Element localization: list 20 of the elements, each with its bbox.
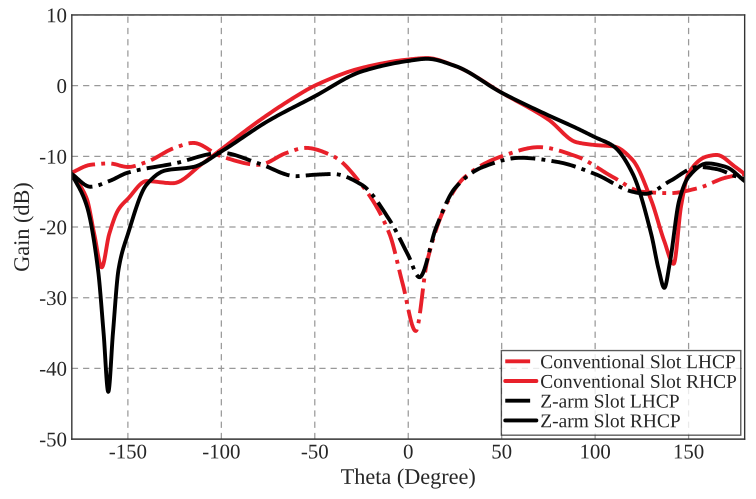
y-axis-title: Gain (dB) <box>13 183 34 271</box>
x-tick-label: 150 <box>674 444 704 459</box>
legend-label: Z-arm Slot LHCP <box>541 394 679 408</box>
y-tick-label: -10 <box>40 150 66 164</box>
x-tick-label: 50 <box>492 444 512 459</box>
y-tick-label: -30 <box>40 291 66 306</box>
legend-label: Conventional Slot RHCP <box>541 374 736 388</box>
x-tick-label: -50 <box>302 444 328 459</box>
x-tick-label: 100 <box>581 444 610 459</box>
y-tick-label: 10 <box>48 8 66 22</box>
y-tick-label: -50 <box>40 432 66 447</box>
x-tick-label: -100 <box>203 444 240 459</box>
y-tick-label: 0 <box>57 79 66 94</box>
legend-label: Conventional Slot LHCP <box>541 354 736 368</box>
y-tick-label: -40 <box>40 362 66 376</box>
y-tick-label: -20 <box>40 220 66 234</box>
x-tick-label: 0 <box>404 444 413 459</box>
x-tick-label: -150 <box>110 444 146 459</box>
x-axis-title: Theta (Degree) <box>341 468 475 489</box>
legend-label: Z-arm Slot RHCP <box>541 414 680 428</box>
